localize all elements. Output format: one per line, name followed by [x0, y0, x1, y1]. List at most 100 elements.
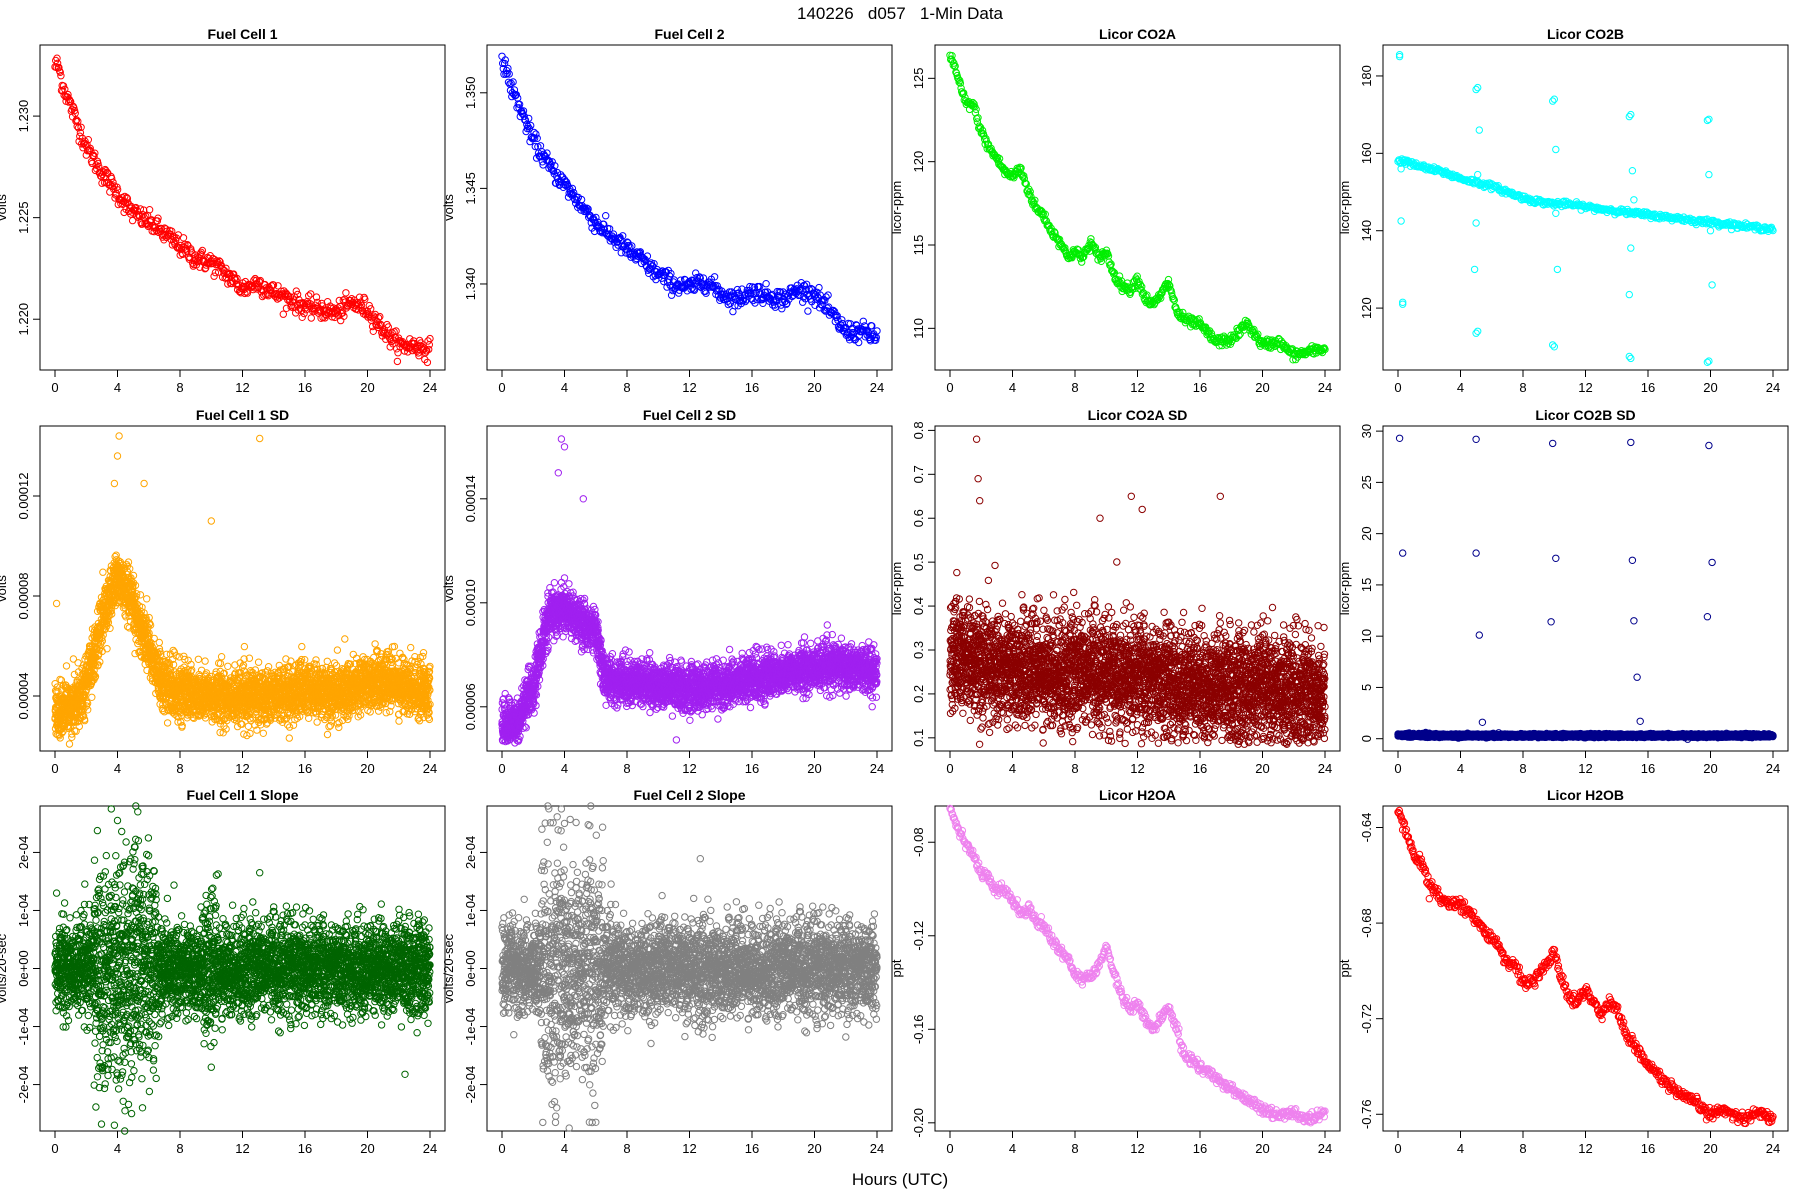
data-point [145, 629, 153, 637]
data-point [501, 56, 509, 64]
data-point [169, 660, 178, 669]
data-point [145, 206, 154, 214]
data-point [84, 706, 92, 714]
y-tick-label: 1.225 [16, 201, 31, 234]
data-point [733, 285, 742, 294]
data-point [246, 729, 254, 738]
data-point [992, 153, 1000, 162]
data-point [53, 59, 62, 67]
x-tick-label: 4 [1009, 380, 1016, 395]
data-point [240, 655, 248, 663]
data-point [840, 327, 849, 336]
x-tick-label: 4 [561, 380, 568, 395]
x-tick-label: 0 [1394, 380, 1401, 395]
data-point [509, 78, 517, 86]
data-point [56, 734, 64, 742]
data-point [81, 137, 89, 145]
data-point [993, 153, 1002, 162]
data-point [216, 659, 225, 668]
data-point [762, 280, 770, 288]
data-point [507, 79, 515, 87]
data-point [1747, 222, 1755, 230]
data-point [69, 655, 78, 663]
chart-panel-fc2: Fuel Cell 20 4 8 12 16 20 241.3401.3451.350vol… [441, 26, 893, 395]
data-point [170, 648, 179, 656]
page-title: 140226 d057 1-Min Data [0, 4, 1800, 24]
data-point [1236, 330, 1244, 338]
data-point [500, 59, 509, 68]
outlier-point [1553, 265, 1562, 274]
data-points [51, 54, 434, 367]
data-point [374, 314, 383, 322]
data-point [142, 614, 150, 622]
data-point [852, 321, 860, 329]
data-point [1042, 217, 1051, 226]
data-point [262, 714, 271, 723]
data-point [313, 298, 321, 307]
data-point [126, 565, 134, 573]
data-point [62, 662, 71, 670]
data-point [172, 652, 180, 660]
x-tick-label: 8 [176, 380, 183, 395]
data-point [254, 658, 263, 666]
data-point [628, 242, 636, 250]
data-point [804, 307, 812, 315]
data-point [59, 82, 68, 90]
data-point [1250, 325, 1258, 334]
data-point [731, 302, 739, 310]
outlier-point [1470, 265, 1479, 274]
panel-title: Fuel Cell 1 SD [196, 407, 289, 423]
data-point [132, 593, 140, 601]
data-point [376, 312, 384, 321]
data-point [551, 162, 559, 170]
data-point [146, 621, 155, 629]
data-point [57, 72, 65, 80]
data-point [1321, 345, 1329, 354]
data-point [1073, 245, 1081, 253]
data-point [738, 285, 746, 293]
data-point [131, 581, 140, 590]
data-point [245, 654, 254, 662]
x-tick-label: 16 [1641, 380, 1655, 395]
data-point [212, 668, 220, 676]
data-point [821, 296, 829, 305]
data-point [549, 166, 557, 175]
data-point [216, 728, 224, 737]
plot-frame [934, 44, 1341, 371]
data-point [527, 121, 535, 130]
panel-title: Licor CO2A [1099, 26, 1176, 42]
data-point [425, 345, 433, 354]
data-point [188, 666, 196, 674]
data-point [201, 657, 209, 665]
data-point [79, 712, 88, 720]
data-point [155, 638, 164, 647]
outlier-point [1627, 354, 1635, 363]
data-point [99, 568, 107, 576]
data-point [702, 289, 710, 297]
data-point [987, 144, 995, 153]
data-point [179, 234, 188, 242]
data-point [64, 90, 72, 99]
data-point [216, 258, 224, 266]
data-point [969, 98, 977, 107]
data-point [165, 661, 174, 669]
data-point [525, 125, 534, 133]
outlier-point [1474, 83, 1482, 92]
data-point [783, 299, 791, 307]
data-point [1022, 179, 1030, 188]
data-point [240, 642, 249, 651]
data-point [180, 652, 188, 661]
data-point [1232, 334, 1240, 342]
data-point [91, 672, 100, 681]
data-point [1166, 286, 1175, 294]
data-point [251, 666, 260, 674]
plot-frame [39, 44, 446, 371]
data-point [294, 306, 302, 314]
data-point [520, 112, 528, 120]
data-point [424, 337, 432, 345]
data-point [367, 305, 375, 313]
data-point [65, 740, 74, 748]
outlier-point [1706, 227, 1715, 235]
data-point [1097, 257, 1106, 266]
